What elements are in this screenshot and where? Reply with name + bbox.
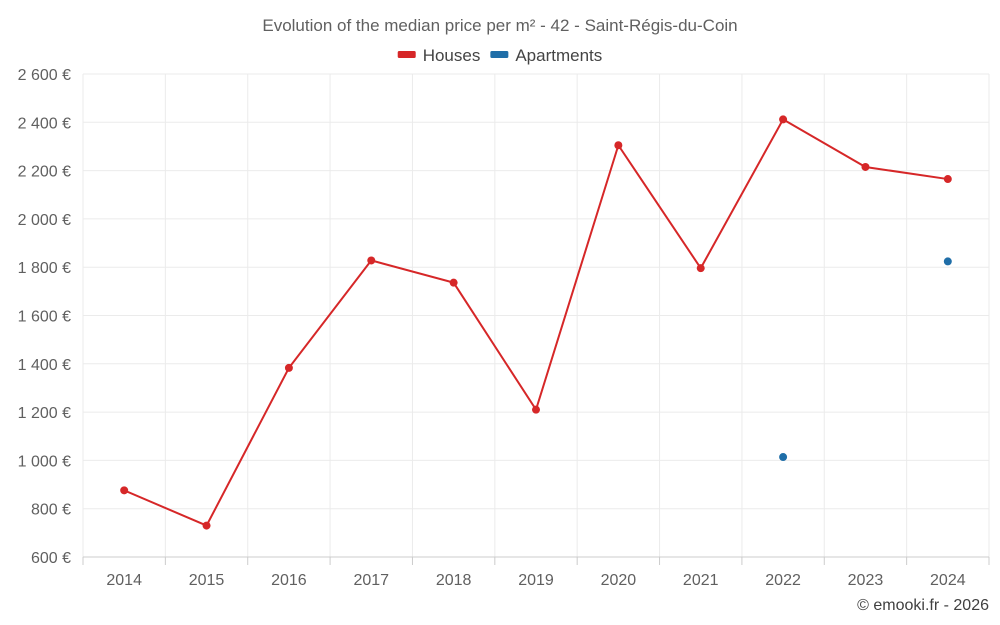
y-tick-label: 1 800 € xyxy=(18,260,71,277)
y-tick-label: 2 200 € xyxy=(18,164,71,181)
legend-swatch-houses xyxy=(397,51,416,58)
x-tick-label: 2018 xyxy=(436,572,472,589)
credit-text: © emooki.fr - 2026 xyxy=(857,597,989,614)
axes: 600 € 800 € 1 000 € 1 200 € 1 400 € 1 600 € 1 … xyxy=(18,67,990,589)
houses-point xyxy=(284,363,293,372)
houses-point xyxy=(861,162,870,171)
houses-point xyxy=(779,115,788,124)
houses-point xyxy=(696,264,705,273)
x-tick-label: 2015 xyxy=(189,572,225,589)
x-tick-label: 2022 xyxy=(765,572,801,589)
apartments-point xyxy=(779,453,788,462)
series xyxy=(120,115,952,530)
y-tick-label: 1 000 € xyxy=(18,453,71,470)
legend-label-houses: Houses xyxy=(423,46,481,65)
y-tick-label: 1 400 € xyxy=(18,357,71,374)
grid xyxy=(82,73,990,557)
x-tick-label: 2017 xyxy=(353,572,389,589)
y-tick-label: 2 400 € xyxy=(18,115,71,132)
apartments-point xyxy=(943,257,952,266)
y-tick-label: 1 600 € xyxy=(18,309,71,326)
y-tick-label: 800 € xyxy=(31,502,71,519)
x-tick-label: 2020 xyxy=(601,572,637,589)
chart-title: Evolution of the median price per m² - 4… xyxy=(262,16,737,35)
houses-point xyxy=(943,175,952,184)
legend-swatch-apartments xyxy=(490,51,509,58)
houses-point xyxy=(120,486,129,495)
y-tick-label: 2 000 € xyxy=(18,212,71,229)
houses-point xyxy=(449,278,458,287)
x-tick-label: 2019 xyxy=(518,572,554,589)
y-tick-label: 2 600 € xyxy=(18,67,71,84)
houses-point xyxy=(532,405,540,414)
y-tick-label: 1 200 € xyxy=(18,405,71,422)
legend: Houses Apartments xyxy=(397,46,602,65)
houses-point xyxy=(202,521,211,530)
houses-point xyxy=(367,256,376,265)
houses-point xyxy=(614,141,623,150)
x-tick-label: 2024 xyxy=(930,572,966,589)
x-tick-label: 2014 xyxy=(106,572,142,589)
legend-label-apartments: Apartments xyxy=(515,46,602,65)
x-tick-label: 2021 xyxy=(683,572,719,589)
x-tick-label: 2016 xyxy=(271,572,307,589)
y-tick-label: 600 € xyxy=(31,550,71,567)
x-tick-label: 2023 xyxy=(848,572,884,589)
